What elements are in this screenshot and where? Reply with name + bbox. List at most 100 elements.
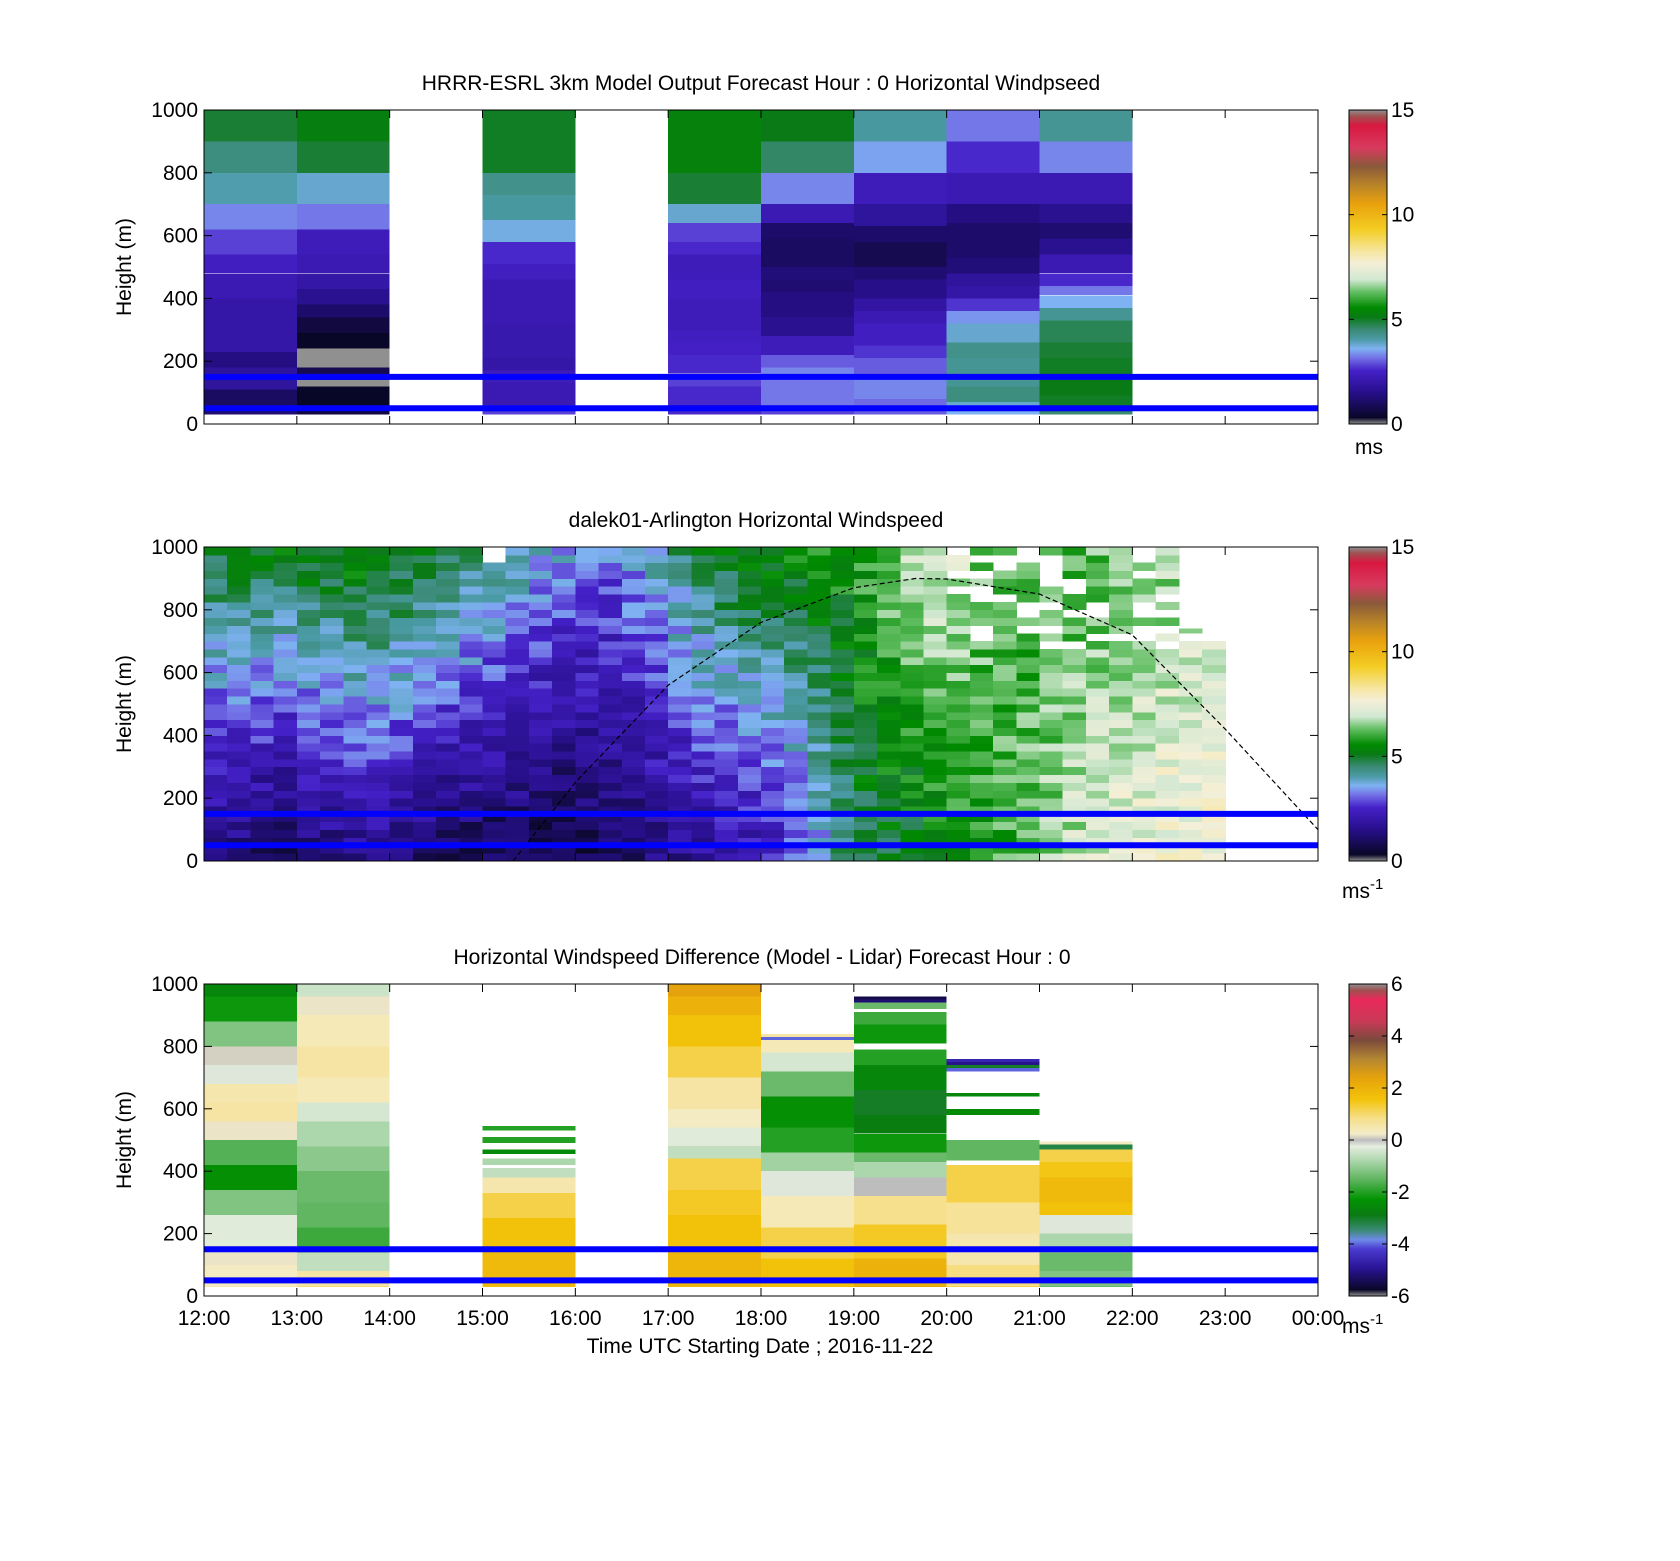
heatmap-cell — [1109, 766, 1133, 776]
heatmap-cell — [1178, 774, 1203, 783]
heatmap-cell — [761, 813, 785, 823]
heatmap-cell — [1085, 845, 1110, 854]
heatmap-cell — [853, 609, 878, 619]
heatmap-cell — [1085, 664, 1110, 674]
heatmap-cell — [1085, 821, 1110, 831]
heatmap-cell — [1062, 751, 1087, 760]
heatmap-cell — [993, 688, 1017, 697]
heatmap-cell — [482, 1136, 576, 1144]
heatmap-cell — [668, 279, 761, 299]
heatmap-cell — [575, 602, 600, 611]
heatmap-cell — [807, 594, 832, 603]
heatmap-cell — [1132, 743, 1157, 752]
heatmap-cell — [227, 680, 251, 689]
heatmap-cell — [1202, 680, 1226, 689]
heatmap-cell — [366, 586, 391, 595]
heatmap-cell — [1202, 696, 1226, 705]
heatmap-cell — [1132, 813, 1157, 823]
heatmap-cell — [668, 821, 692, 831]
heatmap-cell — [552, 798, 576, 807]
heatmap-cell — [1039, 853, 1064, 862]
heatmap-cell — [1178, 837, 1203, 846]
heatmap-cell — [807, 759, 832, 768]
heatmap-cell — [1085, 649, 1110, 658]
heatmap-cell — [575, 813, 600, 823]
heatmap-cell — [923, 821, 948, 831]
heatmap-cell — [227, 845, 251, 854]
heatmap-cell — [1085, 798, 1110, 807]
heatmap-cell — [807, 798, 832, 807]
heatmap-cell — [552, 664, 576, 674]
heatmap-cell — [877, 813, 901, 823]
heatmap-cell — [784, 798, 808, 807]
heatmap-cell — [691, 625, 716, 634]
heatmap-cell — [250, 743, 275, 752]
heatmap-cell — [807, 853, 832, 862]
heatmap-cell — [482, 1126, 576, 1131]
heatmap-cell — [807, 578, 832, 587]
heatmap-cell — [296, 380, 390, 387]
heatmap-cell — [761, 672, 785, 681]
heatmap-cell — [761, 380, 854, 406]
heatmap-cell — [389, 751, 414, 760]
heatmap-cell — [528, 759, 553, 768]
heatmap-cell — [784, 821, 808, 831]
heatmap-cell — [389, 625, 414, 634]
heatmap-cell — [320, 751, 344, 760]
heatmap-cell — [1202, 806, 1226, 815]
reference-lines-lidar — [204, 810, 1318, 849]
heatmap-cell — [668, 1127, 761, 1147]
heatmap-cell — [923, 790, 948, 799]
heatmap-cell — [621, 782, 646, 791]
heatmap-cell — [946, 751, 971, 760]
heatmap-cell — [296, 273, 390, 289]
heatmap-cell — [575, 821, 600, 831]
heatmap-cell — [993, 633, 1017, 642]
heatmap-cell — [853, 1196, 947, 1225]
heatmap-cell — [784, 594, 808, 603]
heatmap-cell — [389, 602, 414, 611]
heatmap-cell — [830, 578, 855, 587]
heatmap-cell — [459, 586, 484, 595]
heatmap-cell — [946, 1058, 1040, 1062]
heatmap-cell — [1039, 238, 1133, 255]
heatmap-cell — [946, 735, 971, 744]
heatmap-cell — [296, 719, 321, 728]
heatmap-cell — [807, 845, 832, 854]
heatmap-cell — [227, 594, 251, 603]
heatmap-cell — [273, 664, 298, 674]
heatmap-cell — [993, 837, 1017, 846]
heatmap-cell — [296, 727, 321, 736]
heatmap-cell — [621, 711, 646, 721]
heatmap-cell — [227, 609, 251, 619]
heatmap-cell — [343, 837, 368, 846]
heatmap-cell — [853, 688, 878, 697]
heatmap-cell — [459, 759, 484, 768]
heatmap-cell — [412, 609, 437, 619]
heatmap-cell — [552, 821, 576, 831]
heatmap-cell — [1062, 743, 1087, 752]
heatmap-cell — [1062, 649, 1087, 658]
heatmap-cell — [1109, 853, 1133, 862]
heatmap-cell — [250, 672, 275, 681]
heatmap-cell — [296, 984, 390, 997]
heatmap-cell — [528, 735, 553, 744]
heatmap-cell — [459, 790, 484, 799]
heatmap-cell — [853, 656, 878, 666]
heatmap-cell — [946, 257, 1040, 274]
heatmap-cell — [946, 680, 971, 689]
heatmap-cell — [366, 743, 391, 752]
heatmap-cell — [366, 727, 391, 736]
heatmap-cell — [923, 625, 948, 634]
heatmap-cell — [436, 633, 460, 642]
heatmap-cell — [946, 238, 1040, 258]
heatmap-cell — [737, 696, 762, 705]
x-axis-label: Time UTC Starting Date ; 2016-11-22 — [587, 1335, 934, 1358]
heatmap-cell — [830, 594, 855, 603]
heatmap-cell — [552, 711, 576, 721]
heatmap-cell — [575, 711, 600, 721]
heatmap-cell — [343, 554, 368, 564]
heatmap-cell — [621, 656, 646, 666]
heatmap-cell — [1039, 727, 1064, 736]
heatmap-cell — [668, 984, 761, 997]
